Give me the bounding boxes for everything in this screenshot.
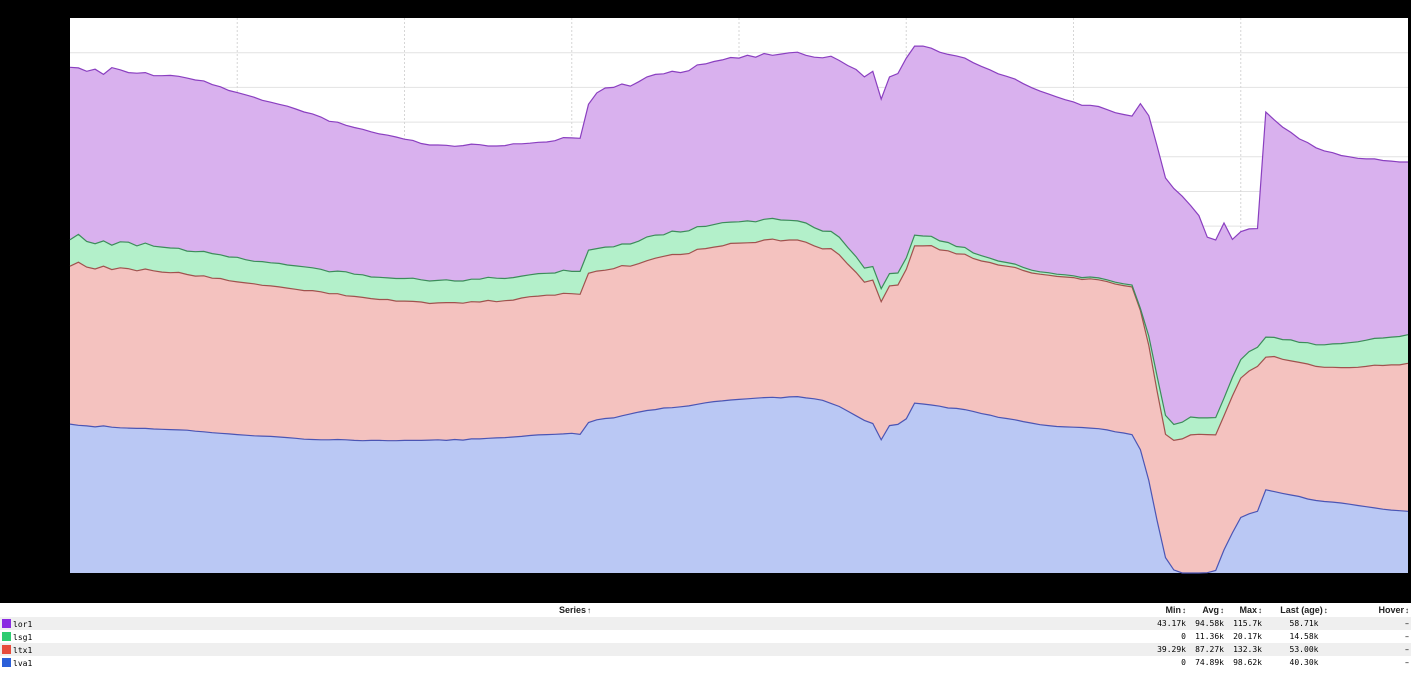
legend-avg: 87.27k [1188, 643, 1226, 656]
legend-hover: – [1344, 630, 1411, 643]
legend-table-panel: Series↑ Min↕ Avg↕ Max↕ Last (age)↕ Hover… [0, 603, 1411, 674]
line-layer [69, 45, 1409, 574]
legend-avg: 11.36k [1188, 630, 1226, 643]
avg-column-header[interactable]: Avg↕ [1188, 603, 1226, 617]
series-color-swatch [2, 644, 11, 654]
series-line-ltx1 [69, 238, 1409, 442]
min-header-label: Min [1165, 605, 1182, 615]
hover-header-label: Hover [1378, 605, 1404, 615]
series-line-lor1 [69, 45, 1408, 241]
legend-table: Series↑ Min↕ Avg↕ Max↕ Last (age)↕ Hover… [0, 603, 1411, 669]
series-name: lsg1 [13, 632, 33, 642]
sort-icon: ↕ [1182, 606, 1186, 615]
series-color-swatch [2, 618, 11, 628]
sort-icon: ↕ [1220, 606, 1224, 615]
series-name: ltx1 [13, 645, 33, 655]
legend-max: 115.7k [1226, 617, 1264, 630]
legend-min: 43.17k [1150, 617, 1188, 630]
legend-hover: – [1344, 643, 1411, 656]
legend-last: 53.00k [1264, 643, 1344, 656]
stacked-area-chart[interactable] [0, 0, 1411, 600]
max-column-header[interactable]: Max↕ [1226, 603, 1264, 617]
series-color-swatch [2, 631, 11, 641]
series-area-ltx1[interactable] [70, 239, 1408, 573]
hover-column-header[interactable]: Hover↕ [1344, 603, 1411, 617]
legend-last: 40.30k [1264, 656, 1344, 669]
legend-min: 0 [1150, 630, 1188, 643]
legend-series-cell: lva1 [0, 656, 1150, 669]
sort-icon: ↕ [1323, 606, 1328, 615]
legend-min: 0 [1150, 656, 1188, 669]
legend-series-cell: lor1 [0, 617, 1150, 630]
series-area-lor1[interactable] [70, 46, 1408, 425]
series-header-label: Series [558, 605, 587, 615]
legend-row[interactable]: lva1 0 74.89k 98.62k 40.30k – [0, 656, 1411, 669]
series-line-lva1 [69, 395, 1409, 574]
series-color-swatch [2, 657, 11, 667]
legend-max: 132.3k [1226, 643, 1264, 656]
sort-icon: ↕ [1258, 606, 1262, 615]
legend-last: 14.58k [1264, 630, 1344, 643]
legend-series-cell: ltx1 [0, 643, 1150, 656]
legend-avg: 74.89k [1188, 656, 1226, 669]
series-line-lsg1 [69, 217, 1409, 426]
last-header-label: Last (age) [1280, 605, 1323, 615]
last-column-header[interactable]: Last (age)↕ [1264, 603, 1344, 617]
legend-row[interactable]: lor1 43.17k 94.58k 115.7k 58.71k – [0, 617, 1411, 630]
min-column-header[interactable]: Min↕ [1150, 603, 1188, 617]
legend-hover: – [1344, 656, 1411, 669]
legend-series-cell: lsg1 [0, 630, 1150, 643]
legend-last: 58.71k [1264, 617, 1344, 630]
legend-min: 39.29k [1150, 643, 1188, 656]
legend-max: 20.17k [1226, 630, 1264, 643]
sort-icon: ↕ [1405, 606, 1409, 615]
series-column-header[interactable]: Series↑ [0, 603, 1150, 617]
series-name: lor1 [13, 619, 33, 629]
legend-max: 98.62k [1226, 656, 1264, 669]
legend-row[interactable]: ltx1 39.29k 87.27k 132.3k 53.00k – [0, 643, 1411, 656]
sort-ascending-icon: ↑ [587, 606, 592, 615]
max-header-label: Max [1239, 605, 1257, 615]
legend-row[interactable]: lsg1 0 11.36k 20.17k 14.58k – [0, 630, 1411, 643]
legend-header-row: Series↑ Min↕ Avg↕ Max↕ Last (age)↕ Hover… [0, 603, 1411, 617]
chart-area [0, 0, 1411, 600]
series-name: lva1 [13, 658, 33, 668]
avg-header-label: Avg [1202, 605, 1219, 615]
legend-hover: – [1344, 617, 1411, 630]
legend-avg: 94.58k [1188, 617, 1226, 630]
